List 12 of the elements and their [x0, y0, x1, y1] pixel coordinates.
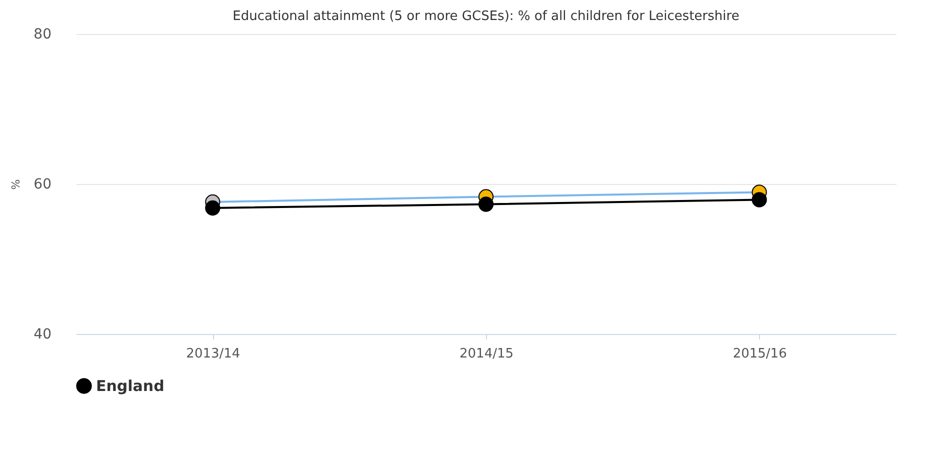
- x-tick-label: 2013/14: [186, 346, 240, 362]
- y-tick-label: 40: [34, 326, 52, 342]
- y-axis-title: %: [10, 179, 23, 190]
- x-tick-label: 2014/15: [459, 346, 514, 362]
- point: [205, 200, 220, 216]
- chart-title: Educational attainment (5 or more GCSEs): % of all children for Leicestershire: [232, 9, 740, 24]
- y-tick-label: 60: [34, 176, 52, 192]
- point: [478, 196, 494, 212]
- x-tick-label: 2015/16: [732, 346, 787, 362]
- legend-label: England: [96, 377, 164, 395]
- y-tick-label: 80: [34, 26, 52, 42]
- point: [752, 192, 767, 208]
